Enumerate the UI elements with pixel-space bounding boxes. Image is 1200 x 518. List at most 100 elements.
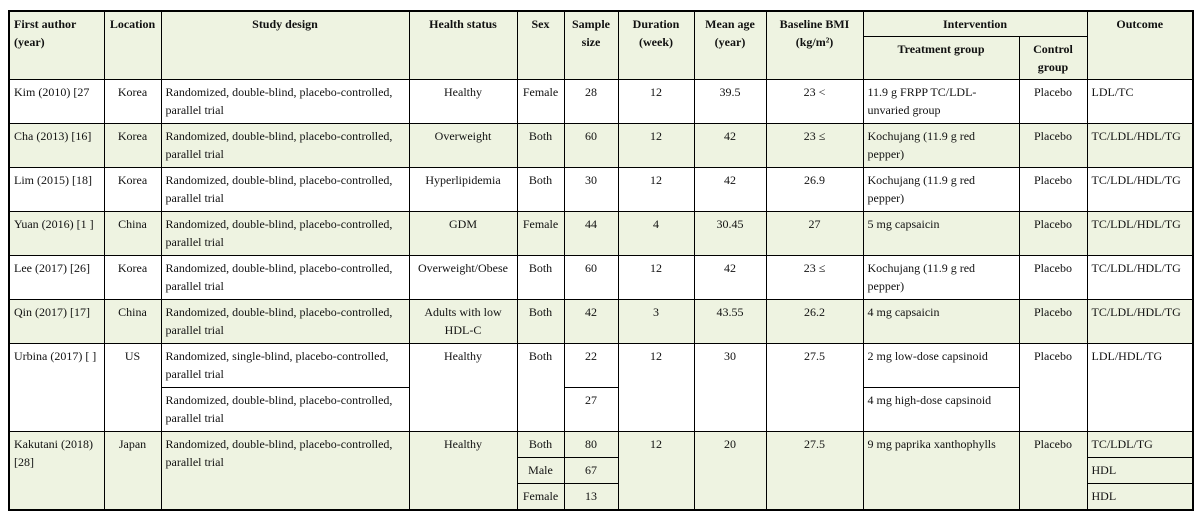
location-cell: Korea <box>103 123 162 168</box>
treatment-cell: 9 mg paprika xanthophylls <box>862 431 1020 510</box>
sex-cell: Both <box>516 123 565 168</box>
control-cell: Placebo <box>1018 167 1088 212</box>
sex-cell: Female <box>516 483 565 510</box>
header-cell: Mean age (year) <box>693 10 767 80</box>
age-cell: 20 <box>693 431 767 510</box>
control-cell: Placebo <box>1018 79 1088 124</box>
health-cell: GDM <box>408 211 518 256</box>
sex-cell: Both <box>516 343 565 432</box>
health-cell: Overweight/Obese <box>408 255 518 300</box>
header-cell: Intervention <box>862 10 1088 37</box>
study-table: First author (year) Location Study desig… <box>8 10 1194 511</box>
design-cell: Randomized, double-blind, placebo-contro… <box>160 123 410 168</box>
health-cell: Healthy <box>408 343 518 432</box>
bmi-cell: 23 ≤ <box>765 123 864 168</box>
author-cell: Yuan (2016) [1 ] <box>8 211 105 256</box>
bmi-cell: 27 <box>765 211 864 256</box>
sample-cell: 22 <box>563 343 619 388</box>
location-cell: Japan <box>103 431 162 510</box>
duration-cell: 12 <box>617 123 695 168</box>
table-row: Urbina (2017) [ ] US Randomized, single-bl… <box>8 343 1194 432</box>
age-cell: 43.55 <box>693 299 767 344</box>
age-cell: 39.5 <box>693 79 767 124</box>
age-cell: 42 <box>693 167 767 212</box>
header-cell: Baseline BMI (kg/m²) <box>765 10 864 80</box>
treatment-cell: Kochujang (11.9 g red pepper) <box>862 255 1020 300</box>
outcome-cell: TC/LDL/HDL/TG <box>1086 211 1194 256</box>
outcome-cell: TC/LDL/HDL/TG <box>1086 167 1194 212</box>
subheader-cell: Control group <box>1018 36 1088 80</box>
age-cell: 30 <box>693 343 767 432</box>
header-cell: Sex <box>516 10 565 80</box>
header-cell: Duration (week) <box>617 10 695 80</box>
header-cell: First author (year) <box>8 10 105 80</box>
sample-cell: 30 <box>563 167 619 212</box>
location-cell: Korea <box>103 167 162 212</box>
treatment-cell: 4 mg high-dose capsinoid <box>862 387 1020 432</box>
treatment-cell: Kochujang (11.9 g red pepper) <box>862 167 1020 212</box>
health-cell: Healthy <box>408 79 518 124</box>
header-cell: Health status <box>408 10 518 80</box>
design-cell: Randomized, single-blind, placebo-contro… <box>160 343 410 388</box>
location-cell: Korea <box>103 255 162 300</box>
location-cell: China <box>103 211 162 256</box>
bmi-cell: 26.9 <box>765 167 864 212</box>
design-cell: Randomized, double-blind, placebo-contro… <box>160 211 410 256</box>
outcome-cell: TC/LDL/HDL/TG <box>1086 255 1194 300</box>
control-cell: Placebo <box>1018 123 1088 168</box>
treatment-cell: 11.9 g FRPP TC/LDL-unvaried group <box>862 79 1020 124</box>
bmi-cell: 27.5 <box>765 343 864 432</box>
table-row: Cha (2013) [16] Korea Randomized, double-b… <box>8 123 1194 168</box>
author-cell: Lim (2015) [18] <box>8 167 105 212</box>
sample-cell: 13 <box>563 483 619 510</box>
author-cell: Kim (2010) [27 <box>8 79 105 124</box>
bmi-cell: 23 ≤ <box>765 255 864 300</box>
author-cell: Urbina (2017) [ ] <box>8 343 105 432</box>
bmi-cell: 23 < <box>765 79 864 124</box>
outcome-cell: HDL <box>1086 457 1194 484</box>
header-cell: Sample size <box>563 10 619 80</box>
table-body: Kim (2010) [27 Korea Randomized, double-bl… <box>8 79 1194 510</box>
design-cell: Randomized, double-blind, placebo-contro… <box>160 79 410 124</box>
design-cell: Randomized, double-blind, placebo-contro… <box>160 431 410 510</box>
sex-cell: Both <box>516 431 565 458</box>
sex-cell: Male <box>516 457 565 484</box>
table-row: Female 13 HDL <box>9 483 1194 510</box>
outcome-cell: TC/LDL/HDL/TG <box>1086 123 1194 168</box>
subheader-cell: Treatment group <box>862 36 1020 80</box>
health-cell: Adults with low HDL-C <box>408 299 518 344</box>
bmi-cell: 26.2 <box>765 299 864 344</box>
control-cell: Placebo <box>1018 255 1088 300</box>
table-row: Qin (2017) [17] China Randomized, double-b… <box>8 299 1194 344</box>
outcome-cell: HDL <box>1086 483 1194 510</box>
age-cell: 42 <box>693 255 767 300</box>
health-cell: Hyperlipidemia <box>408 167 518 212</box>
sample-cell: 42 <box>563 299 619 344</box>
author-cell: Cha (2013) [16] <box>8 123 105 168</box>
location-cell: US <box>103 343 162 432</box>
table-row: Lee (2017) [26] Korea Randomized, double-b… <box>8 255 1194 300</box>
table-row: Lim (2015) [18] Korea Randomized, double-b… <box>8 167 1194 212</box>
sex-cell: Both <box>516 167 565 212</box>
outcome-cell: LDL/TC <box>1086 79 1194 124</box>
health-cell: Overweight <box>408 123 518 168</box>
outcome-cell: LDL/HDL/TG <box>1086 343 1194 432</box>
author-cell: Kakutani (2018) [28] <box>8 431 105 510</box>
age-cell: 30.45 <box>693 211 767 256</box>
control-cell: Placebo <box>1018 343 1088 432</box>
sample-cell: 60 <box>563 123 619 168</box>
table-row: Kakutani (2018) [28] Japan Randomized, dou… <box>8 431 1194 510</box>
sex-cell: Female <box>516 79 565 124</box>
author-cell: Lee (2017) [26] <box>8 255 105 300</box>
outcome-cell: TC/LDL/HDL/TG <box>1086 299 1194 344</box>
duration-cell: 12 <box>617 255 695 300</box>
sex-cell: Female <box>516 211 565 256</box>
table-row: Yuan (2016) [1 ] China Randomized, double-… <box>8 211 1194 256</box>
design-cell: Randomized, double-blind, placebo-contro… <box>160 255 410 300</box>
sample-cell: 44 <box>563 211 619 256</box>
sample-cell: 60 <box>563 255 619 300</box>
table-row: Randomized, double-blind, placebo-contro… <box>9 387 1193 432</box>
bmi-cell: 27.5 <box>765 431 864 510</box>
duration-cell: 12 <box>617 167 695 212</box>
